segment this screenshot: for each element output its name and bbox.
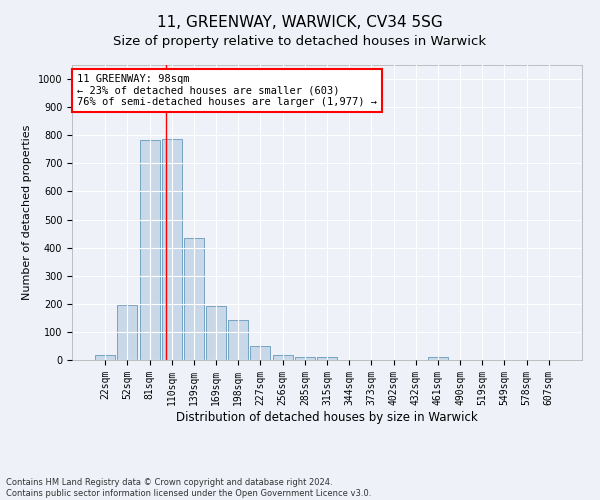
Bar	[206, 306, 226, 360]
Y-axis label: Number of detached properties: Number of detached properties	[22, 125, 32, 300]
Bar	[428, 356, 448, 360]
Bar	[228, 320, 248, 360]
Text: Size of property relative to detached houses in Warwick: Size of property relative to detached ho…	[113, 35, 487, 48]
Text: Contains HM Land Registry data © Crown copyright and database right 2024.
Contai: Contains HM Land Registry data © Crown c…	[6, 478, 371, 498]
Bar	[295, 357, 315, 360]
Text: 11, GREENWAY, WARWICK, CV34 5SG: 11, GREENWAY, WARWICK, CV34 5SG	[157, 15, 443, 30]
Bar	[184, 238, 204, 360]
Bar	[140, 140, 160, 360]
Bar	[162, 139, 182, 360]
Bar	[317, 357, 337, 360]
Bar	[272, 355, 293, 360]
Bar	[118, 304, 137, 360]
X-axis label: Distribution of detached houses by size in Warwick: Distribution of detached houses by size …	[176, 410, 478, 424]
Text: 11 GREENWAY: 98sqm
← 23% of detached houses are smaller (603)
76% of semi-detach: 11 GREENWAY: 98sqm ← 23% of detached hou…	[77, 74, 377, 107]
Bar	[95, 355, 115, 360]
Bar	[250, 346, 271, 360]
